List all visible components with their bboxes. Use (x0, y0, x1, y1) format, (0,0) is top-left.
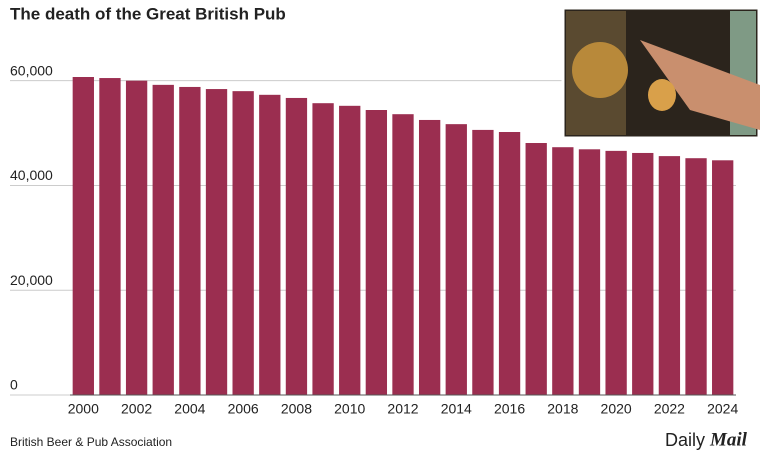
bar (259, 94, 281, 395)
photo (561, 6, 761, 140)
logo-mail: Mail (709, 429, 748, 450)
x-tick-label: 2000 (68, 401, 99, 417)
bar (205, 89, 228, 395)
x-tick-label: 2002 (121, 401, 152, 417)
x-tick-label: 2012 (387, 401, 418, 417)
bar (498, 132, 521, 395)
x-tick-label: 2004 (174, 401, 205, 417)
bar (99, 78, 121, 395)
bar (232, 91, 254, 396)
x-tick-label: 2014 (441, 401, 472, 417)
logo-daily: Daily (665, 430, 705, 450)
bar (179, 86, 201, 396)
chart-title: The death of the Great British Pub (10, 4, 286, 23)
bar (445, 124, 467, 396)
x-tick-label: 2018 (547, 401, 578, 417)
bar (472, 129, 494, 395)
y-tick-label: 60,000 (10, 62, 53, 78)
bar (152, 84, 174, 395)
bar (552, 147, 574, 395)
bar (339, 105, 361, 395)
bar (418, 119, 441, 396)
x-tick-label: 2020 (601, 401, 632, 417)
x-tick-label: 2006 (228, 401, 259, 417)
bar (632, 152, 654, 395)
bar (578, 149, 601, 395)
x-tick-label: 2024 (707, 401, 738, 417)
bar (72, 77, 94, 395)
x-tick-label: 2008 (281, 401, 312, 417)
y-tick-label: 0 (10, 377, 18, 393)
source: British Beer & Pub Association (10, 435, 172, 449)
bar (392, 114, 414, 395)
bar (685, 158, 707, 395)
x-tick-label: 2016 (494, 401, 525, 417)
bar (605, 150, 627, 395)
bar (365, 110, 388, 395)
bar (525, 143, 547, 395)
x-tick-label: 2022 (654, 401, 685, 417)
bar (312, 103, 334, 395)
y-tick-label: 40,000 (10, 167, 53, 183)
bar (712, 160, 734, 395)
x-tick-label: 2010 (334, 401, 365, 417)
y-tick-label: 20,000 (10, 272, 53, 288)
bar (658, 156, 681, 395)
bar (285, 97, 308, 396)
bar (125, 80, 148, 396)
